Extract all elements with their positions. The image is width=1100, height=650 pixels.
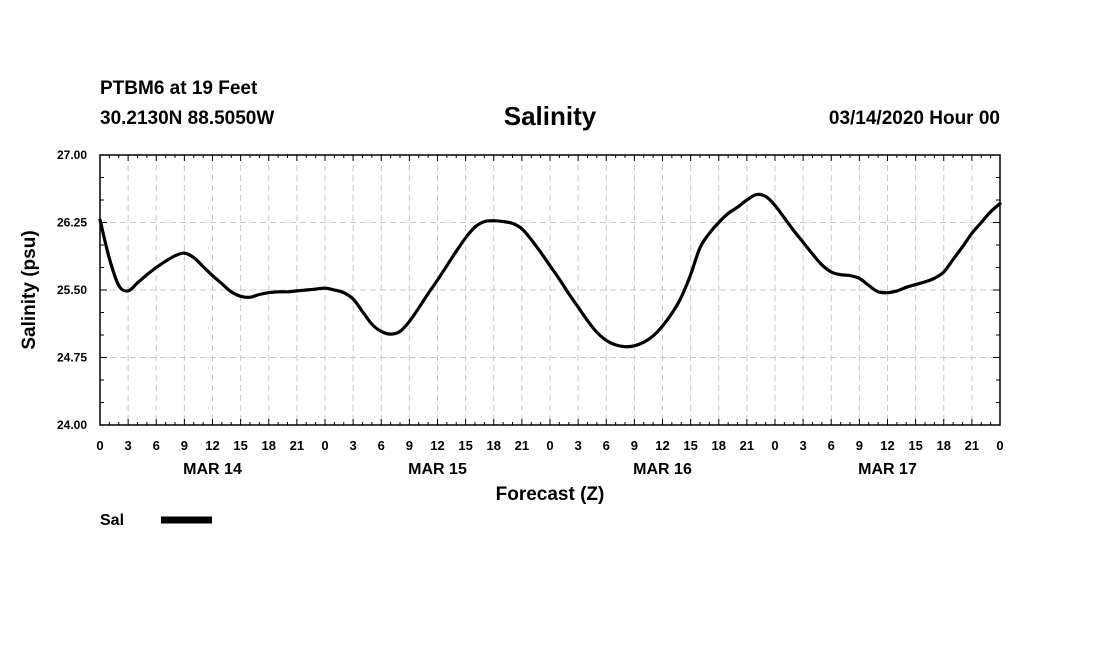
x-tick-label: 21 <box>290 438 304 453</box>
x-tick-label: 15 <box>233 438 247 453</box>
x-tick-label: 6 <box>378 438 385 453</box>
forecast-run-label: 03/14/2020 Hour 00 <box>829 108 1000 129</box>
series-group <box>98 192 1002 349</box>
series-line-sal <box>98 192 1002 349</box>
legend-label: Sal <box>100 512 124 529</box>
x-tick-label: 12 <box>430 438 444 453</box>
legend: Sal <box>100 512 212 529</box>
x-tick-label: 3 <box>800 438 807 453</box>
day-label: MAR 14 <box>183 461 242 478</box>
x-tick-label: 15 <box>908 438 922 453</box>
x-tick-label: 12 <box>655 438 669 453</box>
axis-labels: 0 3 6 9 12 15 18 21 0 3 6 9 12 15 18 21 0 3 6 9 12 15 18 21 0 3 6 9… <box>57 148 1004 478</box>
plot-frame <box>99 154 1001 426</box>
axes <box>99 154 1001 426</box>
x-tick-label: 0 <box>771 438 778 453</box>
coordinates-label: 30.2130N 88.5050W <box>100 108 274 129</box>
x-tick-label: 9 <box>406 438 413 453</box>
x-tick-label: 18 <box>937 438 951 453</box>
x-tick-label: 15 <box>683 438 697 453</box>
y-tick-label: 24.75 <box>57 351 87 365</box>
y-axis-title: Salinity (psu) <box>19 230 40 349</box>
x-tick-label: 12 <box>880 438 894 453</box>
x-tick-label: 3 <box>575 438 582 453</box>
y-tick-label: 25.50 <box>57 283 87 297</box>
x-tick-label: 21 <box>965 438 979 453</box>
chart-title: Salinity <box>504 101 597 131</box>
y-tick-label: 24.00 <box>57 418 87 432</box>
x-tick-label: 3 <box>350 438 357 453</box>
station-label: PTBM6 at 19 Feet <box>100 78 258 99</box>
y-tick-label: 26.25 <box>57 216 87 230</box>
x-tick-label: 18 <box>712 438 726 453</box>
x-axis-title: Forecast (Z) <box>496 484 605 505</box>
x-tick-label: 6 <box>153 438 160 453</box>
day-label: MAR 17 <box>858 461 917 478</box>
x-tick-label: 12 <box>205 438 219 453</box>
x-tick-label: 0 <box>546 438 553 453</box>
x-tick-label: 15 <box>458 438 472 453</box>
gridlines <box>100 155 1000 425</box>
x-tick-label: 18 <box>487 438 501 453</box>
x-tick-label: 0 <box>996 438 1003 453</box>
x-tick-label: 18 <box>262 438 276 453</box>
x-tick-label: 9 <box>856 438 863 453</box>
x-tick-label: 21 <box>740 438 754 453</box>
x-tick-label: 9 <box>631 438 638 453</box>
x-tick-label: 21 <box>515 438 529 453</box>
x-tick-label: 6 <box>828 438 835 453</box>
day-label: MAR 16 <box>633 461 692 478</box>
x-tick-label: 0 <box>321 438 328 453</box>
x-tick-label: 0 <box>96 438 103 453</box>
day-label: MAR 15 <box>408 461 467 478</box>
y-tick-label: 27.00 <box>57 148 87 162</box>
x-tick-label: 6 <box>603 438 610 453</box>
x-tick-label: 3 <box>125 438 132 453</box>
x-tick-label: 9 <box>181 438 188 453</box>
